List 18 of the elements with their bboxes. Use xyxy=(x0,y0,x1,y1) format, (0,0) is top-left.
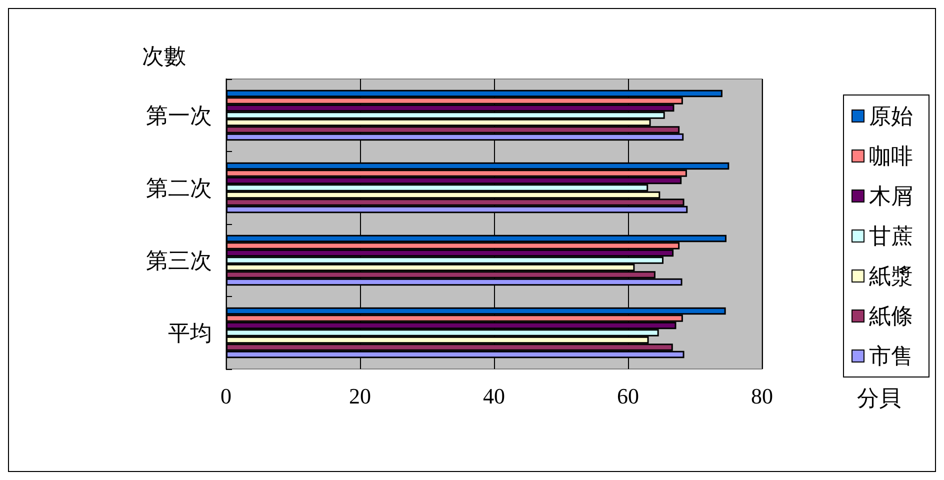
legend-label: 原始 xyxy=(869,104,913,128)
x-tick-label: 40 xyxy=(483,384,505,408)
legend-label: 紙漿 xyxy=(869,264,913,288)
x-tick-label: 0 xyxy=(220,384,232,408)
legend-label: 木屑 xyxy=(869,184,913,208)
y-tick-label: 平均 xyxy=(168,320,212,346)
y-tick-label: 第一次 xyxy=(146,102,212,128)
x-axis-title: 分貝 xyxy=(857,386,901,410)
legend-label: 甘蔗 xyxy=(869,224,913,248)
x-tick-label: 20 xyxy=(349,384,371,408)
y-tick-label: 第三次 xyxy=(146,248,212,273)
x-tick-label: 80 xyxy=(751,384,773,408)
legend-label: 市售 xyxy=(869,344,913,368)
x-tick-label: 60 xyxy=(617,384,639,408)
legend-label: 紙條 xyxy=(869,304,913,328)
y-tick-label: 第二次 xyxy=(146,175,212,200)
legend-label: 咖啡 xyxy=(869,144,913,168)
y-axis-title: 次數 xyxy=(142,44,186,68)
